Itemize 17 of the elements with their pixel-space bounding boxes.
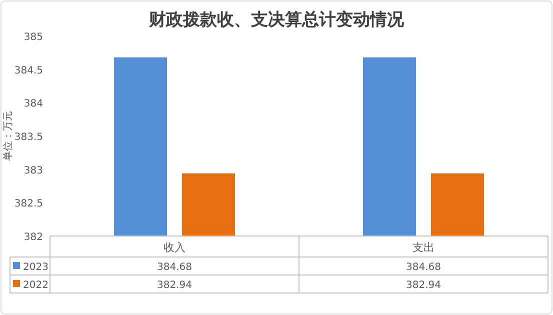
y-tick-label: 382.5: [14, 198, 43, 210]
data-label: 384.68: [406, 262, 441, 273]
y-tick-label: 384.5: [14, 65, 43, 76]
x-tick-label: 支出: [412, 241, 434, 254]
data-label: 382.94: [406, 280, 441, 291]
y-tick-label: 383: [24, 165, 43, 176]
x-tick-label: 收入: [164, 241, 186, 254]
chart-title: 财政拨款收、支决算总计变动情况: [148, 10, 405, 30]
y-axis-title: 单位：万元: [2, 111, 14, 161]
y-tick-label: 384: [24, 98, 43, 110]
data-label: 384.68: [157, 262, 192, 273]
y-tick-label: 382: [24, 232, 43, 243]
data-label: 382.94: [157, 280, 192, 291]
y-tick-label: 383.5: [14, 132, 43, 143]
legend-label: 2022: [23, 280, 48, 291]
y-tick-label: 385: [24, 32, 43, 43]
legend-label: 2023: [23, 262, 48, 273]
